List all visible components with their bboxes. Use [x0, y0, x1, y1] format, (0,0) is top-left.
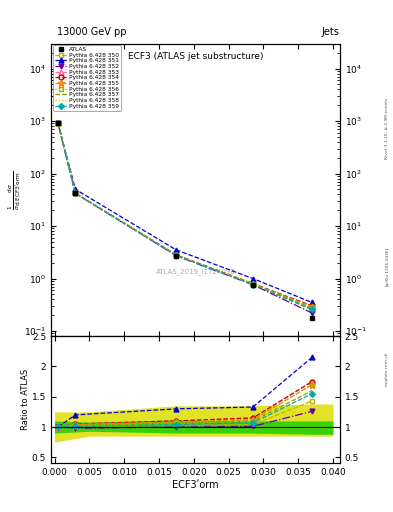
- Text: ATLAS_2019_I1724098: ATLAS_2019_I1724098: [156, 268, 235, 275]
- Text: [arXiv:1306.3436]: [arXiv:1306.3436]: [385, 247, 389, 286]
- Legend: ATLAS, Pythia 6.428 350, Pythia 6.428 351, Pythia 6.428 352, Pythia 6.428 353, P: ATLAS, Pythia 6.428 350, Pythia 6.428 35…: [53, 45, 121, 111]
- Text: mcplots.cern.ch: mcplots.cern.ch: [385, 351, 389, 386]
- Y-axis label: $\frac{1}{\sigma}\frac{\mathrm{d}\sigma}{\mathrm{d}\,\mathrm{ECF3}^\prime\mathrm: $\frac{1}{\sigma}\frac{\mathrm{d}\sigma}…: [6, 170, 22, 209]
- Text: Jets: Jets: [321, 27, 339, 37]
- Text: 13000 GeV pp: 13000 GeV pp: [57, 27, 127, 37]
- Y-axis label: Ratio to ATLAS: Ratio to ATLAS: [22, 369, 31, 431]
- Text: Rivet 3.1.10; ≥ 2.9M events: Rivet 3.1.10; ≥ 2.9M events: [385, 97, 389, 159]
- Text: ECF3 (ATLAS jet substructure): ECF3 (ATLAS jet substructure): [128, 52, 263, 61]
- X-axis label: ECF3ʹorm: ECF3ʹorm: [172, 480, 219, 490]
